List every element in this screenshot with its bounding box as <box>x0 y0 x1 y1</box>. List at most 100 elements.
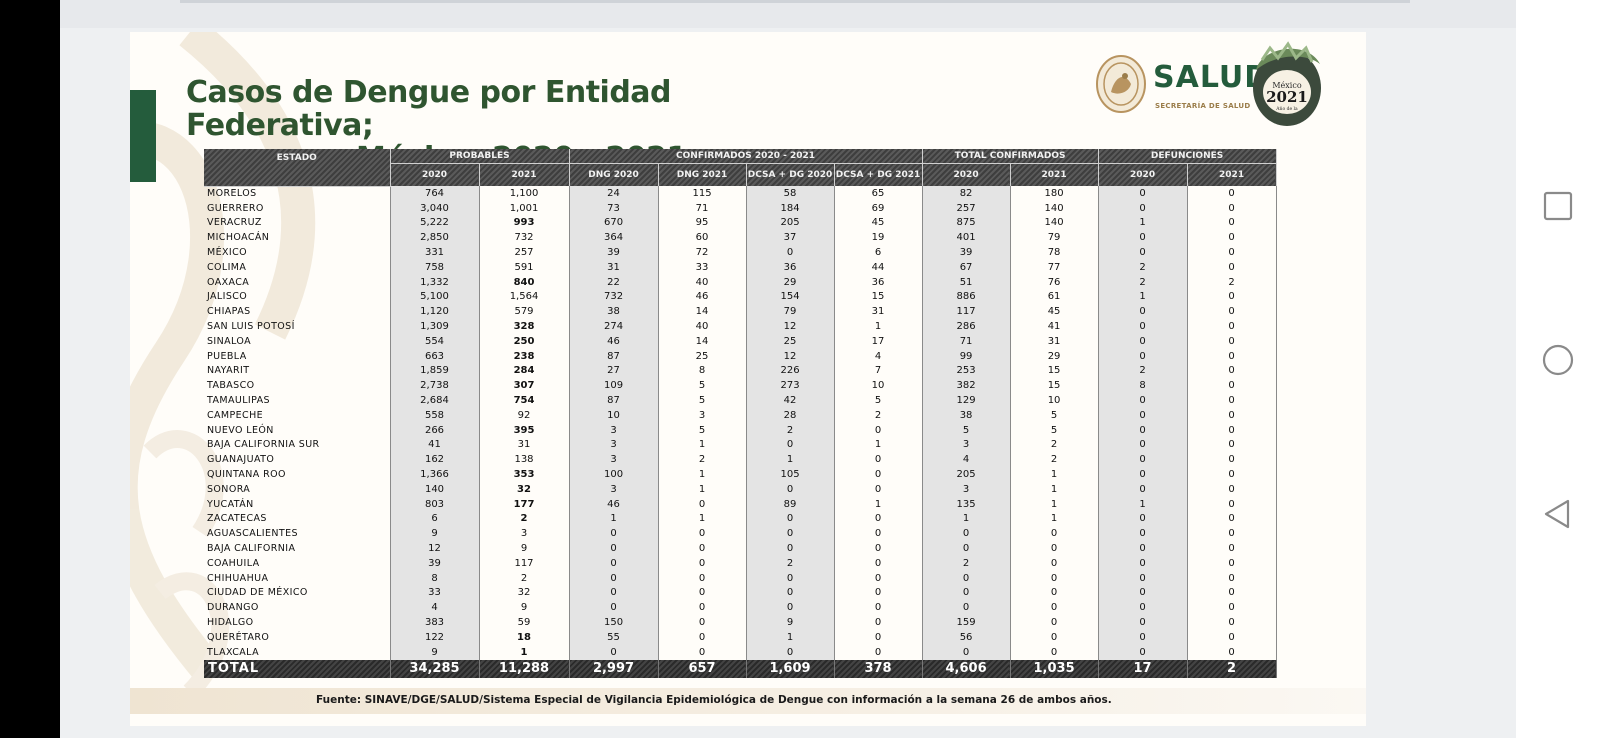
value-cell: 0 <box>1098 334 1188 350</box>
value-cell: 12 <box>746 319 835 335</box>
value-cell: 2 <box>746 423 835 439</box>
subheader-col-5: DCSA + DG 2021 <box>834 163 923 186</box>
value-cell: 0 <box>834 571 923 587</box>
table-row: MICHOACÁN 2,850 732 364 60 37 19 401 79 0 0 <box>204 230 1277 246</box>
value-cell: 257 <box>479 245 570 261</box>
value-cell: 0 <box>658 645 747 660</box>
value-cell: 1 <box>1010 497 1099 513</box>
state-name-cell: BAJA CALIFORNIA SUR <box>204 438 391 453</box>
value-cell: 8 <box>1098 378 1188 394</box>
value-cell: 0 <box>569 556 659 572</box>
android-nav-bar <box>1516 0 1600 738</box>
value-cell: 2 <box>1010 452 1099 468</box>
value-cell: 109 <box>569 378 659 394</box>
value-cell: 0 <box>1098 452 1188 468</box>
home-icon[interactable] <box>1542 344 1574 376</box>
value-cell: 0 <box>569 541 659 557</box>
value-cell: 154 <box>746 290 835 305</box>
value-cell: 0 <box>922 571 1011 587</box>
value-cell: 1,564 <box>479 290 570 305</box>
value-cell: 0 <box>658 615 747 631</box>
value-cell: 9 <box>479 600 570 616</box>
state-name-cell: MICHOACÁN <box>204 230 391 246</box>
value-cell: 0 <box>1187 423 1277 439</box>
value-cell: 0 <box>746 512 835 527</box>
value-cell: 29 <box>746 275 835 291</box>
value-cell: 0 <box>658 526 747 542</box>
value-cell: 0 <box>1010 645 1099 660</box>
table-row: CIUDAD DE MÉXICO 33 32 0 0 0 0 0 0 0 0 <box>204 586 1277 601</box>
recent-apps-icon[interactable] <box>1542 190 1574 222</box>
value-cell: 0 <box>1187 526 1277 542</box>
value-cell: 0 <box>1010 571 1099 587</box>
value-cell: 3 <box>479 526 570 542</box>
value-cell: 1 <box>1010 467 1099 483</box>
value-cell: 353 <box>479 467 570 483</box>
value-cell: 58 <box>746 186 835 202</box>
table-row: PUEBLA 663 238 87 25 12 4 99 29 0 0 <box>204 349 1277 365</box>
value-cell: 0 <box>1098 304 1188 320</box>
value-cell: 2,684 <box>390 393 480 409</box>
value-cell: 383 <box>390 615 480 631</box>
value-cell: 12 <box>746 349 835 365</box>
header-total-confirmados: TOTAL CONFIRMADOS <box>922 149 1099 164</box>
total-value-cell: 2 <box>1187 660 1277 678</box>
value-cell: 732 <box>479 230 570 246</box>
value-cell: 0 <box>1098 423 1188 439</box>
value-cell: 1 <box>1098 497 1188 513</box>
value-cell: 250 <box>479 334 570 350</box>
value-cell: 0 <box>746 245 835 261</box>
value-cell: 82 <box>922 186 1011 202</box>
salud-subtitle: SECRETARÍA DE SALUD <box>1155 102 1251 110</box>
value-cell: 0 <box>569 526 659 542</box>
value-cell: 0 <box>1098 512 1188 527</box>
source-footer: Fuente: SINAVE/DGE/SALUD/Sistema Especia… <box>130 688 1366 714</box>
value-cell: 0 <box>834 526 923 542</box>
value-cell: 72 <box>658 245 747 261</box>
value-cell: 117 <box>479 556 570 572</box>
value-cell: 15 <box>1010 364 1099 379</box>
table-row: HIDALGO 383 59 150 0 9 0 159 0 0 0 <box>204 615 1277 631</box>
back-icon[interactable] <box>1542 498 1574 530</box>
header-confirmados: CONFIRMADOS 2020 - 2021 <box>569 149 923 164</box>
value-cell: 73 <box>569 201 659 217</box>
header-defunciones: DEFUNCIONES <box>1098 149 1277 164</box>
value-cell: 41 <box>390 438 480 453</box>
value-cell: 1 <box>658 512 747 527</box>
dengue-cases-table: ESTADO PROBABLES CONFIRMADOS 2020 - 2021… <box>204 149 1277 678</box>
value-cell: 0 <box>1187 512 1277 527</box>
value-cell: 307 <box>479 378 570 394</box>
value-cell: 59 <box>479 615 570 631</box>
value-cell: 331 <box>390 245 480 261</box>
total-value-cell: 4,606 <box>922 660 1011 678</box>
value-cell: 12 <box>390 541 480 557</box>
value-cell: 40 <box>658 319 747 335</box>
value-cell: 28 <box>746 408 835 424</box>
state-name-cell: SINALOA <box>204 334 391 350</box>
value-cell: 0 <box>1187 230 1277 246</box>
table-row: TAMAULIPAS 2,684 754 87 5 42 5 129 10 0 0 <box>204 393 1277 409</box>
top-strip <box>60 0 1516 28</box>
header-probables: PROBABLES <box>390 149 570 164</box>
value-cell: 2 <box>479 571 570 587</box>
value-cell: 3 <box>922 482 1011 498</box>
table-row: TABASCO 2,738 307 109 5 273 10 382 15 8 0 <box>204 378 1277 394</box>
table-row: TLAXCALA 9 1 0 0 0 0 0 0 0 0 <box>204 645 1277 660</box>
value-cell: 0 <box>834 482 923 498</box>
value-cell: 0 <box>1187 571 1277 587</box>
value-cell: 0 <box>1187 645 1277 660</box>
salud-logo: SALUD SECRETARÍA DE SALUD <box>1095 46 1285 126</box>
value-cell: 558 <box>390 408 480 424</box>
value-cell: 180 <box>1010 186 1099 202</box>
value-cell: 1 <box>1010 512 1099 527</box>
value-cell: 95 <box>658 216 747 231</box>
value-cell: 2 <box>922 556 1011 572</box>
value-cell: 0 <box>1098 230 1188 246</box>
value-cell: 0 <box>1098 586 1188 601</box>
table-row: MORELOS 764 1,100 24 115 58 65 82 180 0 0 <box>204 186 1277 202</box>
value-cell: 71 <box>658 201 747 217</box>
value-cell: 0 <box>1187 615 1277 631</box>
value-cell: 100 <box>569 467 659 483</box>
state-name-cell: CHIHUAHUA <box>204 571 391 587</box>
subheader-col-6: 2020 <box>922 163 1011 186</box>
